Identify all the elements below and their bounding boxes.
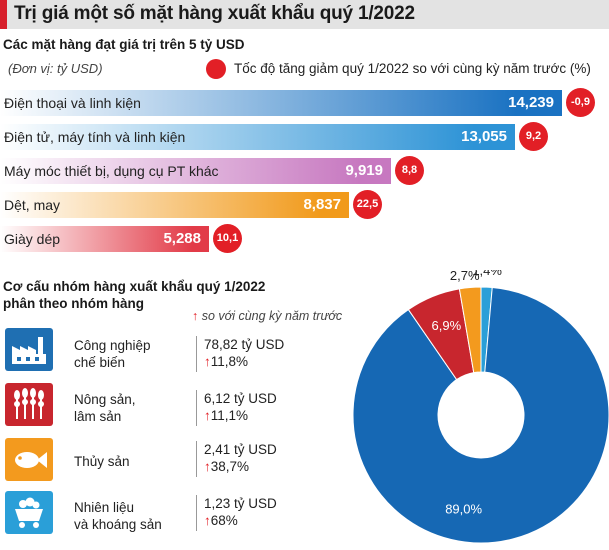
group-name-2: và khoáng sản <box>74 517 162 532</box>
group-growth: ↑11,8% <box>204 353 248 370</box>
group-growth-value: 11,8% <box>210 354 249 369</box>
legend-label: Tốc độ tăng giảm quý 1/2022 so với cùng … <box>234 61 591 76</box>
bar-value-label: 5,288 <box>163 230 201 247</box>
group-growth: ↑38,7% <box>204 458 249 475</box>
arrow-up-icon: ↑ <box>192 309 199 323</box>
bar-chart-subtitle: Các mặt hàng đạt giá trị trên 5 tỷ USD <box>3 37 245 52</box>
group-name: Thủy sản <box>74 454 130 469</box>
arrow-up-icon: ↑ <box>204 408 211 423</box>
growth-badge: 8,8 <box>395 156 424 185</box>
donut-slice-label: 2,7% <box>450 270 480 283</box>
donut-slice-label: 6,9% <box>432 318 462 333</box>
group-value: 2,41 tỷ USD <box>204 442 277 457</box>
growth-badge: 10,1 <box>213 224 242 253</box>
group-growth-value: 68% <box>210 513 238 528</box>
group-value: 78,82 tỷ USD <box>204 337 285 352</box>
group-growth-value: 11,1% <box>210 408 249 423</box>
group-name: Nông sản, <box>74 392 136 407</box>
factory-icon <box>5 328 53 371</box>
divider <box>196 390 197 426</box>
divider <box>196 495 197 531</box>
donut-chart: 89,0% 6,9% 2,7%1,4% <box>352 270 609 544</box>
title-bar: Trị giá một số mặt hàng xuất khẩu quý 1/… <box>0 0 609 29</box>
donut-slice <box>458 286 482 374</box>
group-name: Công nghiệp <box>74 338 151 353</box>
bar <box>0 226 209 252</box>
group-growth: ↑11,1% <box>204 407 248 424</box>
divider <box>196 336 197 372</box>
bar <box>0 124 515 150</box>
group-growth-value: 38,7% <box>210 459 250 474</box>
title-accent <box>0 0 7 29</box>
page-title: Trị giá một số mặt hàng xuất khẩu quý 1/… <box>14 3 415 24</box>
arrow-up-icon: ↑ <box>204 354 211 369</box>
group-growth: ↑68% <box>204 512 238 529</box>
legend-dot-icon <box>206 59 226 79</box>
group-name-2: chế biến <box>74 355 126 370</box>
growth-badge: 22,5 <box>353 190 382 219</box>
arrow-up-icon: ↑ <box>204 459 211 474</box>
bar-category-label: Máy móc thiết bị, dụng cụ PT khác <box>4 163 219 179</box>
growth-badge: -0,9 <box>566 88 595 117</box>
bar-value-label: 13,055 <box>461 128 507 145</box>
group-section-title-2: phân theo nhóm hàng <box>3 296 144 311</box>
wheat-icon <box>5 383 53 426</box>
group-value: 6,12 tỷ USD <box>204 391 277 406</box>
group-name: Nhiên liệu <box>74 500 135 515</box>
mine-cart-icon <box>5 491 53 534</box>
group-name-2: lâm sản <box>74 409 122 424</box>
bar-category-label: Giày dép <box>4 231 61 247</box>
bar-category-label: Điện tử, máy tính và linh kiện <box>4 129 186 145</box>
bar-category-label: Dệt, may <box>4 197 61 213</box>
bar-category-label: Điện thoại và linh kiện <box>4 95 141 111</box>
fish-icon <box>5 438 53 481</box>
bar-value-label: 8,837 <box>303 196 341 213</box>
unit-label: (Đơn vị: tỷ USD) <box>8 61 103 76</box>
arrow-up-icon: ↑ <box>204 513 211 528</box>
growth-badge: 9,2 <box>519 122 548 151</box>
bar-value-label: 14,239 <box>508 94 554 111</box>
bar <box>0 90 562 116</box>
bar-value-label: 9,919 <box>345 162 383 179</box>
growth-note: ↑ so với cùng kỳ năm trước <box>192 309 342 323</box>
bar <box>0 192 349 218</box>
donut-slice-label: 1,4% <box>472 270 502 278</box>
group-section-title: Cơ cấu nhóm hàng xuất khẩu quý 1/2022 <box>3 279 266 294</box>
bar <box>0 158 391 184</box>
bar-chart: Điện thoại và linh kiện 14,239 -0,9 Điện tử… <box>0 88 609 260</box>
donut-slice-label: 89,0% <box>445 501 482 516</box>
group-value: 1,23 tỷ USD <box>204 496 277 511</box>
divider <box>196 441 197 477</box>
growth-note-text: so với cùng kỳ năm trước <box>201 309 343 323</box>
